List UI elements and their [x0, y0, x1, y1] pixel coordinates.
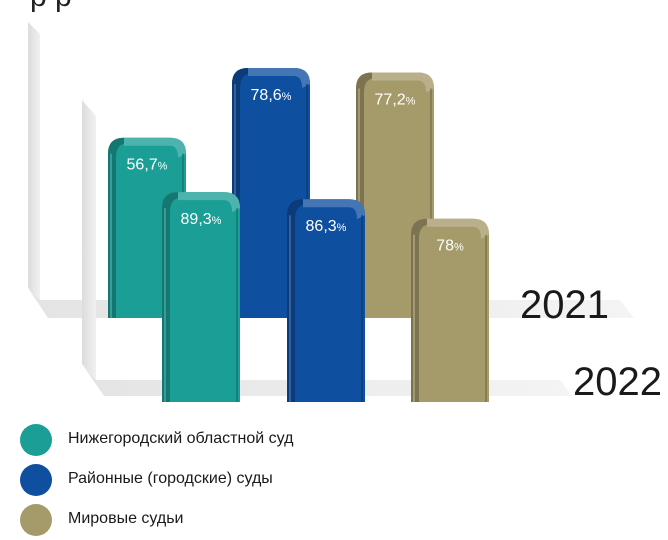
legend-swatch — [20, 424, 52, 456]
chart-canvas: р р 56,7% 78,6% 77,2% 89,3% 86,3% 78% 2021 2… — [28, 0, 662, 404]
bar-body — [162, 192, 240, 402]
bar-body — [287, 199, 365, 402]
bar-top — [178, 192, 240, 213]
bar-top — [248, 68, 310, 89]
bar-body — [411, 218, 489, 402]
bar: 78% — [411, 218, 489, 402]
front-wall-2022 — [82, 100, 96, 380]
bar-bevel — [411, 218, 427, 402]
bar-top — [124, 137, 186, 158]
bar-bevel — [287, 199, 303, 402]
bar: 86,3% — [287, 199, 365, 402]
bar-top — [303, 199, 365, 220]
bar-value-label: 56,7% — [127, 157, 168, 174]
bar-value-label: 86,3% — [306, 218, 347, 235]
bar: 89,3% — [162, 192, 240, 402]
category-label-2022: 2022 — [573, 360, 662, 404]
bar-bevel — [108, 137, 124, 318]
cropped-heading: р р — [30, 0, 72, 13]
back-wall-2021 — [28, 22, 40, 300]
legend-swatch — [20, 464, 52, 496]
legend-swatch — [20, 504, 52, 536]
category-label-2021: 2021 — [520, 283, 609, 327]
bar-value-label: 78,6% — [251, 87, 292, 104]
bar-value-label: 89,3% — [181, 211, 222, 228]
bar-top — [427, 218, 489, 239]
legend-label: Нижегородский областной суд — [68, 430, 294, 447]
bar-top — [372, 72, 434, 93]
legend-label: Мировые судьи — [68, 510, 184, 527]
bar-value-label: 78% — [436, 238, 464, 255]
legend-label: Районные (городские) суды — [68, 470, 273, 487]
bar-bevel — [162, 192, 178, 402]
bars-2022: 89,3% 86,3% 78% — [162, 192, 489, 402]
bars-2021: 56,7% 78,6% 77,2% — [108, 68, 434, 318]
bar-value-label: 77,2% — [375, 92, 416, 109]
